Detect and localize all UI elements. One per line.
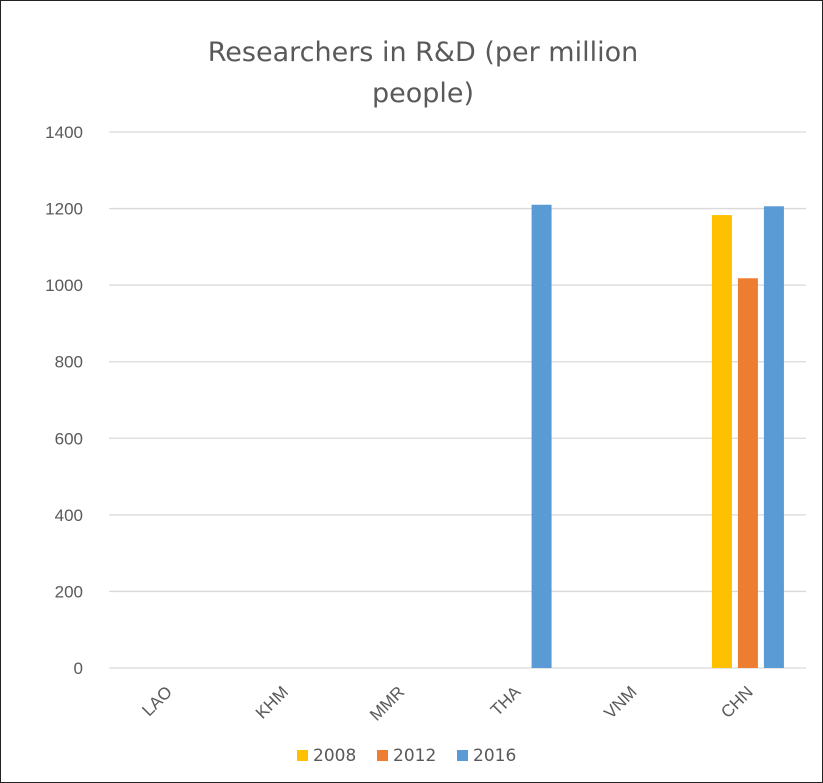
y-tick-label: 1200 <box>45 200 83 219</box>
legend-swatch-2016 <box>457 750 468 761</box>
bar-chn-2016 <box>763 206 784 668</box>
chart-title-line-1: Researchers in R&D (per million <box>208 37 639 68</box>
y-tick-label: 800 <box>55 353 83 372</box>
bar-chn-2008 <box>711 215 732 668</box>
legend-swatch-2012 <box>377 750 388 761</box>
y-tick-label: 400 <box>55 506 83 525</box>
y-axis-tick-labels: 0 200 400 600 800 1000 1200 1400 <box>45 123 83 678</box>
y-tick-label: 1000 <box>45 276 83 295</box>
y-tick-label: 200 <box>55 582 83 601</box>
x-tick-label-vnm: VNM <box>600 682 640 722</box>
legend-label-2016: 2016 <box>473 746 516 766</box>
x-tick-label-lao: LAO <box>138 682 175 719</box>
x-axis-tick-labels: LAO KHM MMR THA VNM CHN <box>138 682 756 725</box>
x-tick-label-mmr: MMR <box>366 682 408 724</box>
x-tick-label-chn: CHN <box>717 682 756 721</box>
bar-chn-2012 <box>737 278 758 668</box>
y-tick-label: 0 <box>74 659 83 678</box>
legend-label-2012: 2012 <box>393 746 436 766</box>
x-tick-label-khm: KHM <box>252 682 292 722</box>
y-tick-label: 1400 <box>45 123 83 142</box>
x-tick-label-tha: THA <box>487 682 525 720</box>
legend-label-2008: 2008 <box>313 746 356 766</box>
chart-title: Researchers in R&D (per million people) <box>208 37 639 109</box>
legend: 2008 2012 2016 <box>297 746 516 766</box>
chart-title-line-2: people) <box>372 78 474 109</box>
y-tick-label: 600 <box>55 429 83 448</box>
bar-tha-2016 <box>531 204 552 668</box>
legend-swatch-2008 <box>297 750 308 761</box>
bars <box>531 204 784 668</box>
gridlines <box>109 131 806 669</box>
